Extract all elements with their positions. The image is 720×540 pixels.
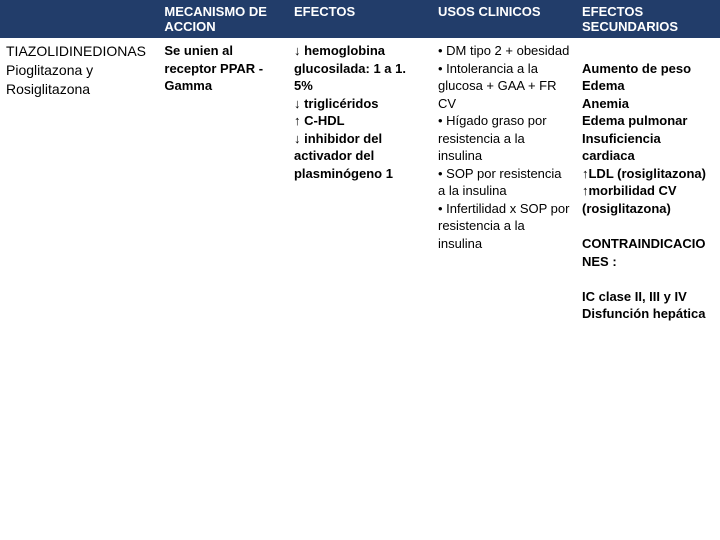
header-drug [0,0,158,38]
header-effects: EFECTOS [288,0,432,38]
header-sideeffects: EFECTOS SECUNDARIOS [576,0,720,38]
medication-table: MECANISMO DE ACCION EFECTOS USOS CLINICO… [0,0,720,327]
table-header-row: MECANISMO DE ACCION EFECTOS USOS CLINICO… [0,0,720,38]
cell-drug: TIAZOLIDINEDIONASPioglitazona y Rosiglit… [0,38,158,327]
cell-mechanism: Se unien al receptor PPAR - Gamma [158,38,288,327]
cell-uses: • DM tipo 2 + obesidad• Intolerancia a l… [432,38,576,327]
cell-effects: ↓ hemoglobina glucosilada: 1 a 1. 5% ↓ t… [288,38,432,327]
header-mechanism: MECANISMO DE ACCION [158,0,288,38]
header-uses: USOS CLINICOS [432,0,576,38]
cell-sideeffects: Aumento de pesoEdemaAnemiaEdema pulmonar… [576,38,720,327]
table-row: TIAZOLIDINEDIONASPioglitazona y Rosiglit… [0,38,720,327]
